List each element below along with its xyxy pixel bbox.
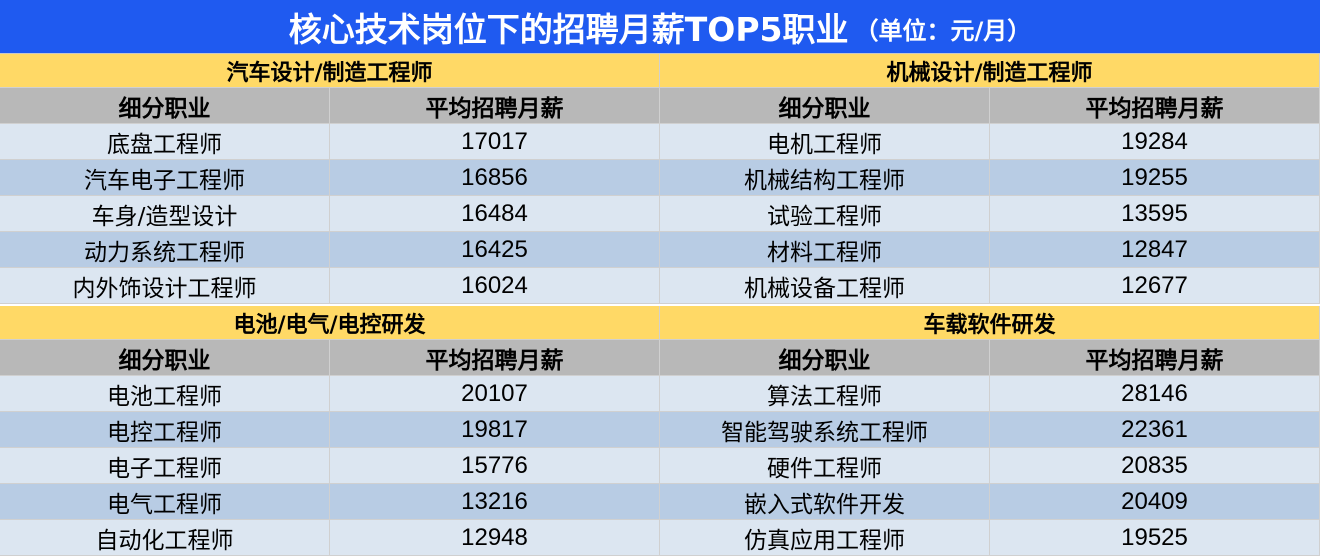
table-panel: 机械设计/制造工程师 细分职业 平均招聘月薪 电机工程师 19284 机械结构工程师 192…: [660, 54, 1320, 304]
table-row: 电池工程师 20107: [0, 376, 660, 412]
table-panel: 车载软件研发 细分职业 平均招聘月薪 算法工程师 28146 智能驾驶系统工程师 22361…: [660, 306, 1320, 556]
job-name-cell: 机械设备工程师: [660, 268, 990, 303]
column-header-row: 细分职业 平均招聘月薪: [0, 88, 660, 124]
salary-value-cell: 16856: [330, 160, 660, 195]
title-unit: （单位：元/月）: [854, 17, 1032, 45]
job-name-cell: 底盘工程师: [0, 124, 330, 159]
salary-value-cell: 17017: [330, 124, 660, 159]
table-row: 内外饰设计工程师 16024: [0, 268, 660, 304]
salary-value-cell: 19525: [990, 520, 1320, 555]
job-name-cell: 内外饰设计工程师: [0, 268, 330, 303]
job-name-cell: 智能驾驶系统工程师: [660, 412, 990, 447]
salary-value-cell: 19817: [330, 412, 660, 447]
table-row: 汽车电子工程师 16856: [0, 160, 660, 196]
column-header-salary: 平均招聘月薪: [990, 340, 1320, 375]
job-name-cell: 电子工程师: [0, 448, 330, 483]
table-panel: 电池/电气/电控研发 细分职业 平均招聘月薪 电池工程师 20107 电控工程师 19817…: [0, 306, 660, 556]
salary-value-cell: 20835: [990, 448, 1320, 483]
job-name-cell: 电控工程师: [0, 412, 330, 447]
table-row: 电机工程师 19284: [660, 124, 1320, 160]
salary-value-cell: 12677: [990, 268, 1320, 303]
table-row: 动力系统工程师 16425: [0, 232, 660, 268]
table-row: 电气工程师 13216: [0, 484, 660, 520]
salary-value-cell: 13595: [990, 196, 1320, 231]
salary-value-cell: 13216: [330, 484, 660, 519]
table-row: 试验工程师 13595: [660, 196, 1320, 232]
table-row: 车身/造型设计 16484: [0, 196, 660, 232]
column-header-salary: 平均招聘月薪: [330, 88, 660, 123]
table-row: 机械设备工程师 12677: [660, 268, 1320, 304]
column-header-job: 细分职业: [660, 88, 990, 123]
job-name-cell: 算法工程师: [660, 376, 990, 411]
column-header-job: 细分职业: [660, 340, 990, 375]
salary-value-cell: 12847: [990, 232, 1320, 267]
table-row: 嵌入式软件开发 20409: [660, 484, 1320, 520]
table-row: 电子工程师 15776: [0, 448, 660, 484]
salary-value-cell: 16484: [330, 196, 660, 231]
column-header-job: 细分职业: [0, 340, 330, 375]
column-header-salary: 平均招聘月薪: [990, 88, 1320, 123]
table-row: 自动化工程师 12948: [0, 520, 660, 556]
table-row: 机械结构工程师 19255: [660, 160, 1320, 196]
column-header-row: 细分职业 平均招聘月薪: [660, 88, 1320, 124]
job-name-cell: 机械结构工程师: [660, 160, 990, 195]
column-header-salary: 平均招聘月薪: [330, 340, 660, 375]
job-name-cell: 电池工程师: [0, 376, 330, 411]
table-row: 电控工程师 19817: [0, 412, 660, 448]
salary-value-cell: 20409: [990, 484, 1320, 519]
table-panel: 汽车设计/制造工程师 细分职业 平均招聘月薪 底盘工程师 17017 汽车电子工程师 168…: [0, 54, 660, 304]
salary-value-cell: 16024: [330, 268, 660, 303]
job-name-cell: 车身/造型设计: [0, 196, 330, 231]
category-header: 电池/电气/电控研发: [0, 306, 660, 340]
table-row: 材料工程师 12847: [660, 232, 1320, 268]
table-row: 算法工程师 28146: [660, 376, 1320, 412]
salary-value-cell: 12948: [330, 520, 660, 555]
job-name-cell: 自动化工程师: [0, 520, 330, 555]
column-header-row: 细分职业 平均招聘月薪: [0, 340, 660, 376]
title-bar: 核心技术岗位下的招聘月薪TOP5职业 （单位：元/月）: [0, 0, 1320, 54]
page-title: 核心技术岗位下的招聘月薪TOP5职业: [288, 9, 849, 49]
salary-value-cell: 19284: [990, 124, 1320, 159]
salary-value-cell: 20107: [330, 376, 660, 411]
job-name-cell: 汽车电子工程师: [0, 160, 330, 195]
salary-value-cell: 16425: [330, 232, 660, 267]
job-name-cell: 试验工程师: [660, 196, 990, 231]
table-row: 仿真应用工程师 19525: [660, 520, 1320, 556]
job-name-cell: 电机工程师: [660, 124, 990, 159]
column-header-row: 细分职业 平均招聘月薪: [660, 340, 1320, 376]
category-header: 汽车设计/制造工程师: [0, 54, 660, 88]
salary-value-cell: 22361: [990, 412, 1320, 447]
category-header: 车载软件研发: [660, 306, 1320, 340]
category-header: 机械设计/制造工程师: [660, 54, 1320, 88]
job-name-cell: 电气工程师: [0, 484, 330, 519]
salary-value-cell: 19255: [990, 160, 1320, 195]
job-name-cell: 嵌入式软件开发: [660, 484, 990, 519]
table-row: 硬件工程师 20835: [660, 448, 1320, 484]
salary-value-cell: 28146: [990, 376, 1320, 411]
job-name-cell: 动力系统工程师: [0, 232, 330, 267]
table-row: 底盘工程师 17017: [0, 124, 660, 160]
salary-value-cell: 15776: [330, 448, 660, 483]
table-row: 智能驾驶系统工程师 22361: [660, 412, 1320, 448]
job-name-cell: 仿真应用工程师: [660, 520, 990, 555]
job-name-cell: 硬件工程师: [660, 448, 990, 483]
column-header-job: 细分职业: [0, 88, 330, 123]
job-name-cell: 材料工程师: [660, 232, 990, 267]
